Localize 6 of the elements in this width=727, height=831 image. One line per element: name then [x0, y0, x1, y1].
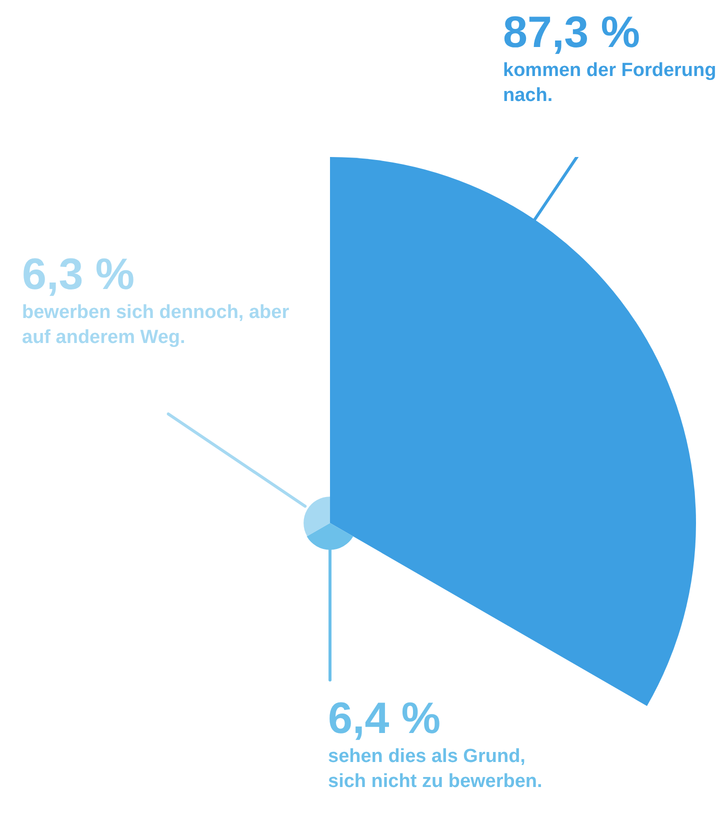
category-label: kommen der Forderung nach.: [503, 59, 718, 108]
data-label: 6,3 %: [22, 250, 136, 300]
category-label: bewerben sich dennoch, aber auf anderem Weg.: [22, 301, 290, 350]
data-label: 87,3 %: [503, 8, 641, 58]
data-label: 6,4 %: [328, 694, 442, 744]
category-label: sehen dies als Grund, sich nicht zu bewerben.: [328, 745, 544, 794]
